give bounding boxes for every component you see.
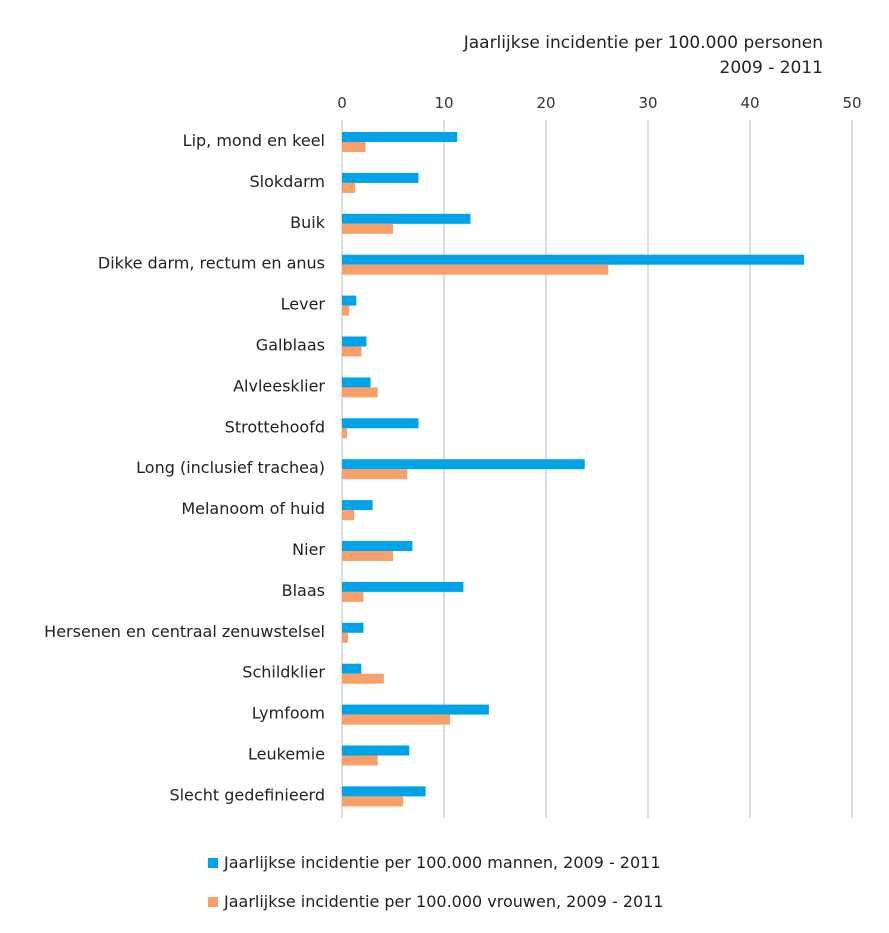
category-label: Galblaas (256, 336, 325, 355)
bar-mannen (342, 336, 367, 347)
x-tick-label-50: 50 (842, 94, 861, 112)
x-tick-label-40: 40 (740, 94, 759, 112)
bar-vrouwen (342, 632, 349, 643)
category-label: Alvleesklier (233, 376, 325, 395)
bar-vrouwen (342, 755, 378, 766)
bar-vrouwen (342, 591, 364, 602)
category-label: Schildklier (242, 663, 325, 682)
bar-vrouwen (342, 346, 362, 357)
legend-label-mannen: Jaarlijkse incidentie per 100.000 mannen… (224, 853, 661, 872)
category-label: Long (inclusief trachea) (136, 458, 325, 477)
category-label: Buik (290, 213, 326, 232)
bar-mannen (342, 295, 357, 306)
bar-vrouwen (342, 182, 356, 193)
bar-vrouwen (342, 510, 355, 521)
legend-swatch-vrouwen (208, 897, 218, 907)
category-label: Strottehoofd (225, 417, 325, 436)
bar-mannen (342, 213, 471, 224)
axis-title-line1: Jaarlijkse incidentie per 100.000 person… (463, 33, 823, 53)
bar-mannen (342, 581, 464, 592)
bar-mannen (342, 377, 371, 388)
legend-swatch-mannen (208, 858, 218, 868)
bar-vrouwen (342, 223, 393, 234)
bar-mannen (342, 745, 410, 756)
bar-mannen (342, 704, 489, 715)
bar-vrouwen (342, 387, 378, 398)
category-label: Lip, mond en keel (183, 131, 325, 150)
bar-vrouwen (342, 428, 348, 439)
bar-vrouwen (342, 264, 609, 275)
bar-vrouwen (342, 673, 384, 684)
category-label: Slokdarm (250, 172, 326, 191)
bar-mannen (342, 663, 362, 674)
bar-mannen (342, 786, 426, 797)
category-label: Leukemie (248, 745, 325, 764)
bar-vrouwen (342, 714, 451, 725)
bar-mannen (342, 172, 419, 183)
x-tick-label-0: 0 (337, 94, 347, 112)
axis-title-line2: 2009 - 2011 (719, 58, 823, 78)
x-tick-label-30: 30 (638, 94, 657, 112)
bar-mannen (342, 254, 805, 265)
legend-item-vrouwen: Jaarlijkse incidentie per 100.000 vrouwe… (208, 892, 664, 912)
bar-vrouwen (342, 551, 393, 561)
category-label: Nier (292, 540, 325, 559)
bar-mannen (342, 500, 373, 511)
bar-mannen (342, 541, 413, 551)
bar-vrouwen (342, 469, 408, 480)
category-label: Hersenen en centraal zenuwstelsel (44, 622, 325, 641)
category-label: Lever (281, 295, 326, 314)
bar-vrouwen (342, 142, 366, 152)
bar-mannen (342, 418, 419, 429)
x-tick-label-10: 10 (434, 94, 453, 112)
bar-vrouwen (342, 305, 350, 316)
category-label: Slecht gedefinieerd (169, 785, 325, 804)
category-label: Lymfoom (252, 704, 325, 723)
legend-label-vrouwen: Jaarlijkse incidentie per 100.000 vrouwe… (224, 892, 664, 911)
x-tick-label-20: 20 (536, 94, 555, 112)
bar-mannen (342, 459, 585, 470)
category-label: Blaas (282, 581, 325, 600)
bar-mannen (342, 132, 458, 142)
legend-item-mannen: Jaarlijkse incidentie per 100.000 mannen… (208, 853, 661, 873)
category-label: Dikke darm, rectum en anus (98, 254, 325, 273)
bar-mannen (342, 622, 364, 633)
bar-vrouwen (342, 796, 404, 807)
category-label: Melanoom of huid (181, 499, 325, 518)
